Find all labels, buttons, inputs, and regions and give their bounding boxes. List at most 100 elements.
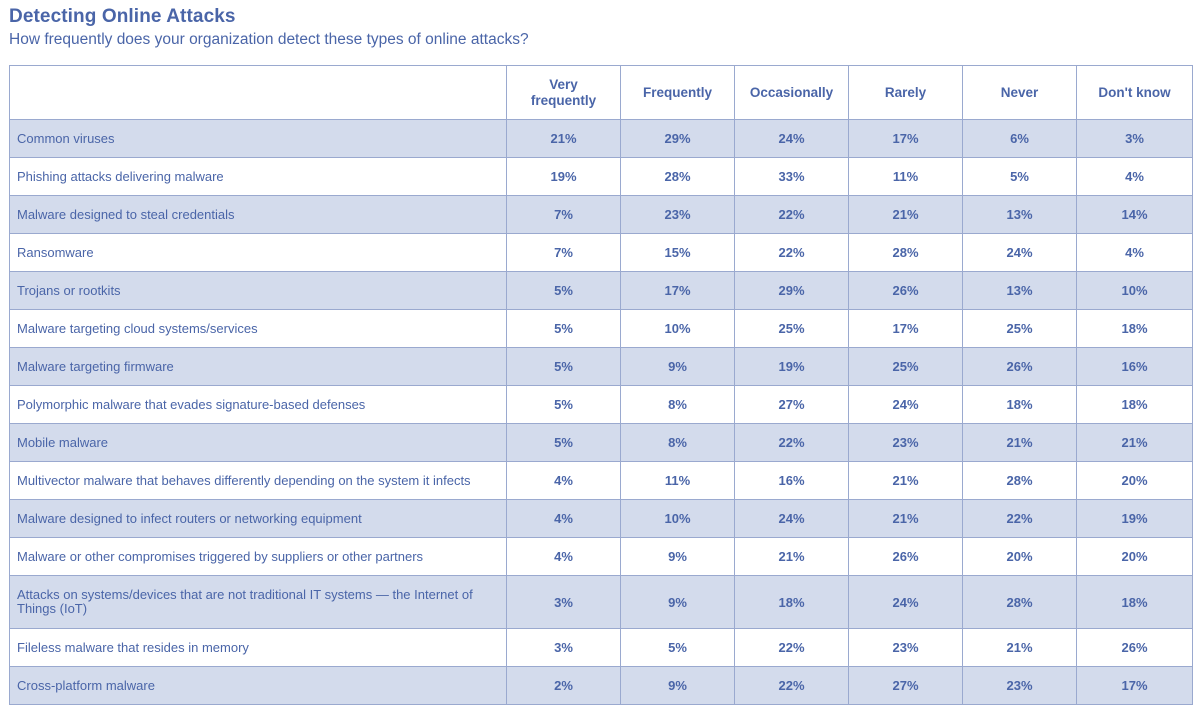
row-label: Malware designed to steal credentials [9,195,507,234]
cell-never: 26% [962,347,1077,386]
cell-very-frequently: 5% [506,385,621,424]
cell-rarely: 17% [848,119,963,158]
cell-dont-know: 21% [1076,423,1193,462]
cell-rarely: 21% [848,499,963,538]
cell-never: 28% [962,461,1077,500]
table-row: Malware or other compromises triggered b… [9,537,1193,576]
cell-dont-know: 14% [1076,195,1193,234]
cell-rarely: 25% [848,347,963,386]
cell-dont-know: 10% [1076,271,1193,310]
cell-dont-know: 18% [1076,575,1193,629]
cell-never: 23% [962,666,1077,705]
cell-very-frequently: 4% [506,499,621,538]
column-header-line: Very [549,76,578,92]
cell-frequently: 11% [620,461,735,500]
row-label: Ransomware [9,233,507,272]
cell-never: 22% [962,499,1077,538]
cell-frequently: 8% [620,423,735,462]
cell-never: 6% [962,119,1077,158]
cell-very-frequently: 2% [506,666,621,705]
column-header-never: Never [962,65,1077,120]
cell-occasionally: 22% [734,666,849,705]
cell-occasionally: 29% [734,271,849,310]
cell-dont-know: 20% [1076,461,1193,500]
cell-occasionally: 18% [734,575,849,629]
cell-frequently: 29% [620,119,735,158]
cell-very-frequently: 4% [506,537,621,576]
cell-dont-know: 19% [1076,499,1193,538]
row-label: Multivector malware that behaves differe… [9,461,507,500]
cell-very-frequently: 19% [506,157,621,196]
cell-very-frequently: 4% [506,461,621,500]
cell-occasionally: 19% [734,347,849,386]
cell-occasionally: 16% [734,461,849,500]
cell-occasionally: 25% [734,309,849,348]
row-label: Fileless malware that resides in memory [9,628,507,667]
column-header-occasionally: Occasionally [734,65,849,120]
cell-occasionally: 21% [734,537,849,576]
cell-never: 28% [962,575,1077,629]
cell-dont-know: 26% [1076,628,1193,667]
cell-frequently: 9% [620,666,735,705]
cell-frequently: 15% [620,233,735,272]
cell-rarely: 28% [848,233,963,272]
table-row: Malware designed to steal credentials 7% 2… [9,195,1193,234]
row-label: Malware designed to infect routers or ne… [9,499,507,538]
attacks-table: Very frequently Frequently Occasionally … [9,65,1193,705]
cell-very-frequently: 5% [506,309,621,348]
cell-very-frequently: 3% [506,575,621,629]
cell-rarely: 21% [848,461,963,500]
row-label: Trojans or rootkits [9,271,507,310]
cell-very-frequently: 7% [506,195,621,234]
table-row: Fileless malware that resides in memory 3… [9,628,1193,667]
cell-occasionally: 33% [734,157,849,196]
cell-rarely: 26% [848,271,963,310]
table-row: Common viruses 21% 29% 24% 17% 6% 3% [9,119,1193,158]
chart-subtitle: How frequently does your organization de… [9,31,529,48]
table-row: Trojans or rootkits 5% 17% 29% 26% 13% 10% [9,271,1193,310]
table-row: Cross-platform malware 2% 9% 22% 27% 23% 17% [9,666,1193,705]
cell-rarely: 17% [848,309,963,348]
column-header-rarely: Rarely [848,65,963,120]
cell-frequently: 28% [620,157,735,196]
chart-title: Detecting Online Attacks [9,6,236,27]
table-row: Phishing attacks delivering malware 19% 28… [9,157,1193,196]
table-row: Malware targeting firmware 5% 9% 19% 25% 26% 1… [9,347,1193,386]
header-label-cell [9,65,507,120]
row-label: Polymorphic malware that evades signatur… [9,385,507,424]
cell-dont-know: 3% [1076,119,1193,158]
column-header-line: frequently [530,92,597,108]
row-label: Malware or other compromises triggered b… [9,537,507,576]
cell-frequently: 8% [620,385,735,424]
cell-occasionally: 22% [734,195,849,234]
cell-never: 21% [962,423,1077,462]
cell-rarely: 26% [848,537,963,576]
cell-occasionally: 22% [734,233,849,272]
cell-never: 5% [962,157,1077,196]
cell-never: 20% [962,537,1077,576]
row-label: Common viruses [9,119,507,158]
cell-dont-know: 17% [1076,666,1193,705]
cell-very-frequently: 21% [506,119,621,158]
table-body: Common viruses 21% 29% 24% 17% 6% 3% Phishing a… [9,119,1193,705]
cell-never: 21% [962,628,1077,667]
column-header-dont-know: Don't know [1076,65,1193,120]
cell-occasionally: 22% [734,628,849,667]
cell-dont-know: 4% [1076,233,1193,272]
cell-occasionally: 22% [734,423,849,462]
cell-dont-know: 16% [1076,347,1193,386]
table-header-row: Very frequently Frequently Occasionally … [9,65,1193,120]
cell-occasionally: 24% [734,499,849,538]
cell-frequently: 17% [620,271,735,310]
table-row: Polymorphic malware that evades signatur… [9,385,1193,424]
table-row: Multivector malware that behaves differe… [9,461,1193,500]
cell-very-frequently: 5% [506,271,621,310]
cell-never: 13% [962,195,1077,234]
table-row: Malware targeting cloud systems/services… [9,309,1193,348]
cell-dont-know: 18% [1076,309,1193,348]
cell-very-frequently: 3% [506,628,621,667]
table-row: Attacks on systems/devices that are not … [9,575,1193,629]
cell-frequently: 23% [620,195,735,234]
cell-very-frequently: 7% [506,233,621,272]
cell-dont-know: 18% [1076,385,1193,424]
